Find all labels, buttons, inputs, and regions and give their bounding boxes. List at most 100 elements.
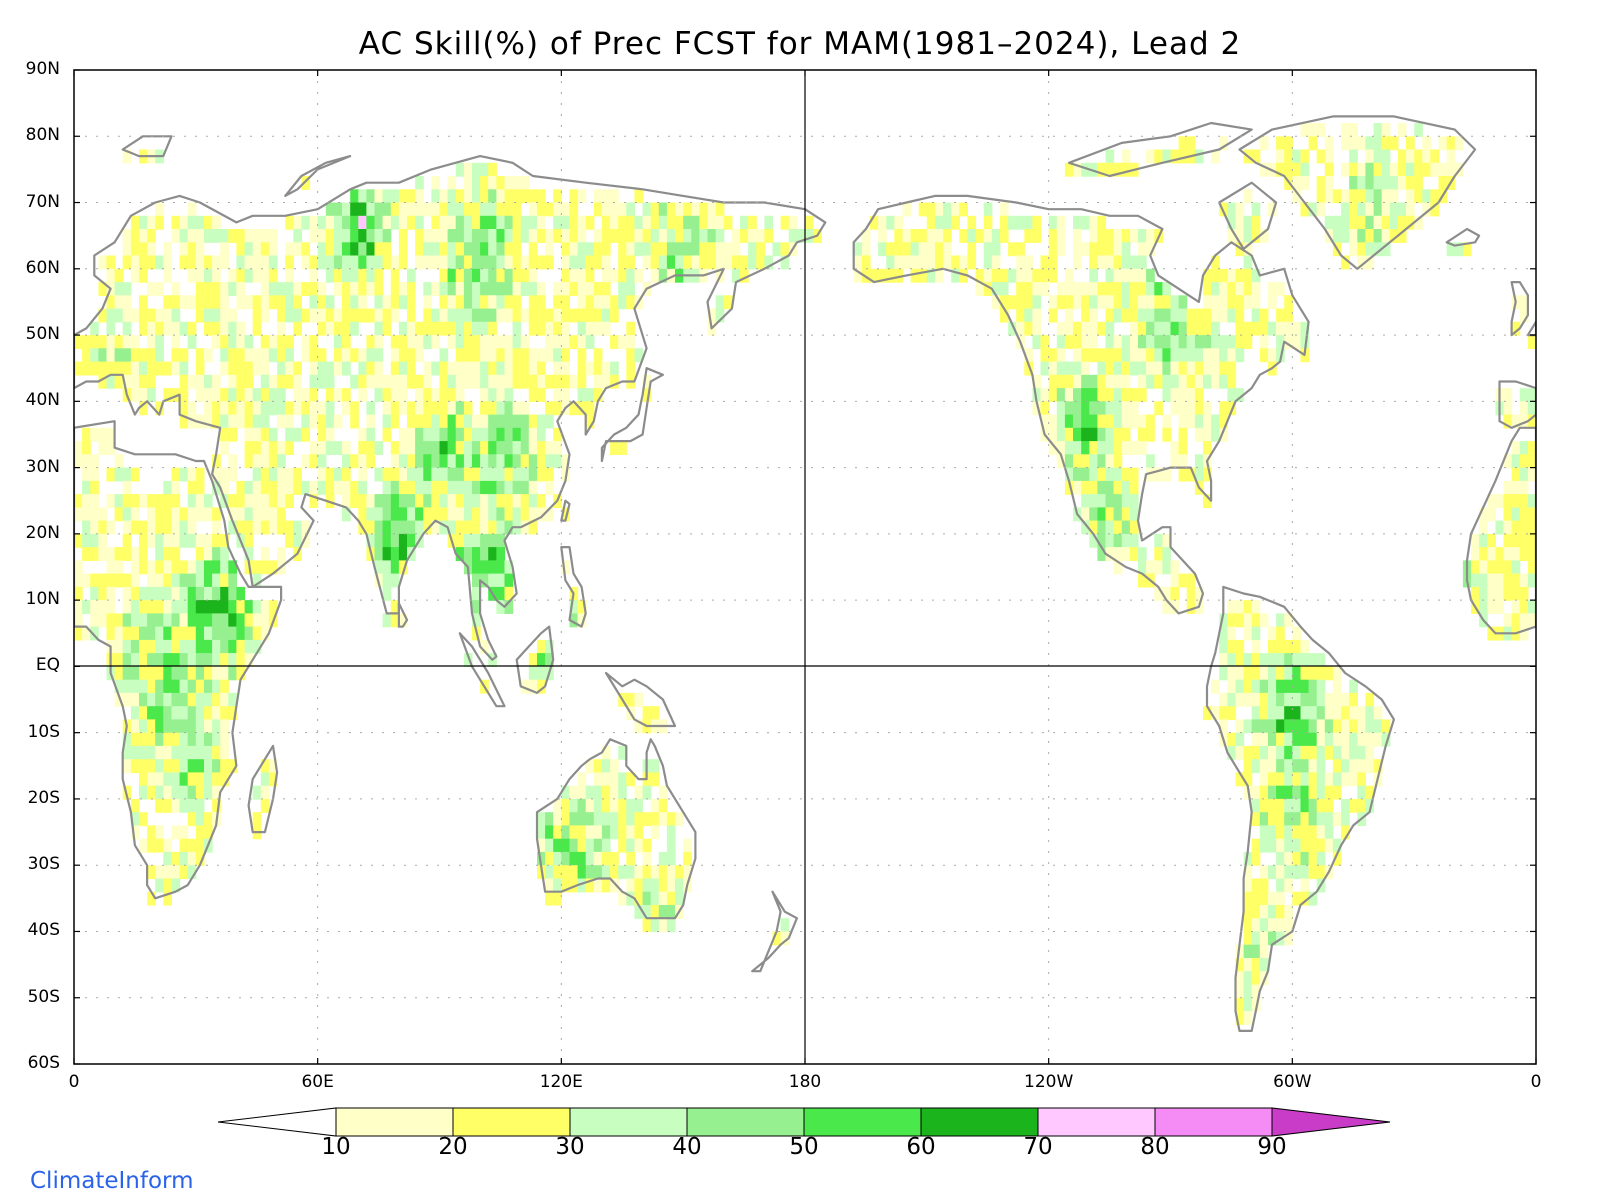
skill-cell	[1203, 467, 1212, 482]
skill-cell	[1332, 666, 1342, 681]
skill-cell	[204, 745, 213, 760]
skill-cell	[187, 507, 197, 522]
skill-cell	[601, 759, 611, 774]
skill-cell	[1511, 586, 1521, 601]
skill-cell	[593, 812, 603, 827]
skill-cell	[130, 745, 140, 760]
skill-cell	[1227, 745, 1237, 760]
skill-cell	[122, 613, 132, 628]
skill-cell	[1381, 136, 1391, 151]
skill-cell	[1503, 401, 1513, 416]
skill-cell	[951, 268, 960, 283]
skill-cell	[1341, 745, 1350, 760]
skill-cell	[114, 613, 124, 628]
skill-cell	[504, 560, 514, 575]
skill-cell	[1097, 480, 1107, 495]
skill-cell	[463, 467, 473, 482]
skill-cell	[1243, 891, 1253, 906]
lon-tick-label: 0	[1530, 1072, 1542, 1092]
skill-cell	[179, 229, 189, 243]
skill-cell	[1519, 586, 1529, 601]
skill-cell	[1081, 361, 1090, 376]
skill-cell	[447, 176, 457, 190]
skill-cell	[1430, 162, 1440, 177]
skill-cell	[1276, 732, 1285, 747]
skill-cell	[861, 229, 871, 243]
skill-cell	[853, 255, 863, 270]
skill-cell	[431, 388, 441, 402]
skill-cell	[220, 361, 229, 376]
skill-cell	[431, 189, 441, 204]
skill-cell	[1235, 745, 1245, 760]
skill-cell	[130, 759, 140, 774]
skill-cell	[260, 480, 270, 495]
skill-cell	[1154, 361, 1163, 376]
skill-cell	[382, 242, 392, 257]
skill-cell	[496, 388, 506, 402]
skill-cell	[155, 600, 164, 614]
skill-cell	[1276, 666, 1285, 681]
skill-cell	[447, 494, 457, 508]
skill-cell	[212, 374, 221, 389]
skill-cell	[618, 229, 627, 243]
skill-cell	[333, 467, 343, 482]
skill-cell	[1341, 162, 1350, 177]
land-africa	[74, 420, 283, 900]
skill-cell	[1081, 520, 1090, 535]
skill-cell	[171, 308, 181, 323]
skill-cell	[82, 494, 91, 508]
skill-cell	[488, 414, 497, 429]
skill-cell	[244, 533, 254, 548]
skill-cell	[1527, 613, 1536, 628]
skill-cell	[106, 308, 116, 323]
skill-cell	[398, 374, 408, 389]
skill-cell	[569, 242, 579, 257]
skill-cell	[74, 441, 83, 455]
skill-cell	[561, 321, 570, 336]
skill-cell	[1105, 547, 1115, 561]
skill-cell	[959, 268, 968, 283]
skill-cell	[1138, 427, 1147, 442]
skill-cell	[1146, 321, 1155, 336]
skill-cell	[228, 586, 237, 601]
skill-cell	[155, 613, 164, 628]
skill-cell	[139, 838, 148, 853]
skill-cell	[1219, 613, 1228, 628]
skill-cell	[593, 772, 603, 787]
skill-cell	[520, 255, 530, 270]
skill-cell	[553, 865, 562, 880]
skill-cell	[277, 335, 286, 349]
skill-cell	[260, 427, 270, 442]
skill-cell	[139, 255, 148, 270]
skill-cell	[1194, 427, 1204, 442]
skill-cell	[545, 467, 554, 482]
skill-cell	[1332, 719, 1342, 734]
skill-cell	[585, 851, 595, 866]
skill-cell	[683, 255, 692, 270]
skill-cell	[398, 441, 408, 455]
skill-cell	[463, 335, 473, 349]
skill-cell	[390, 308, 400, 323]
skill-cell	[244, 600, 254, 614]
skill-cell	[577, 335, 587, 349]
skill-cell	[496, 441, 506, 455]
skill-cell	[1471, 560, 1480, 575]
skill-cell	[1113, 388, 1123, 402]
skill-cell	[398, 533, 408, 548]
skill-cell	[1186, 586, 1196, 601]
skill-cell	[1373, 162, 1383, 177]
skill-cell	[390, 507, 400, 522]
skill-cell	[1138, 388, 1147, 402]
skill-cell	[1073, 348, 1082, 363]
skill-cell	[260, 374, 270, 389]
skill-cell	[358, 202, 367, 217]
skill-cell	[130, 467, 140, 482]
skill-cell	[220, 441, 229, 455]
skill-cell	[293, 467, 302, 482]
skill-cell	[439, 268, 449, 283]
skill-cell	[350, 242, 359, 257]
skill-cell	[472, 268, 481, 283]
skill-cell	[1097, 533, 1107, 548]
skill-cell	[1064, 321, 1074, 336]
skill-cell	[1186, 401, 1196, 416]
